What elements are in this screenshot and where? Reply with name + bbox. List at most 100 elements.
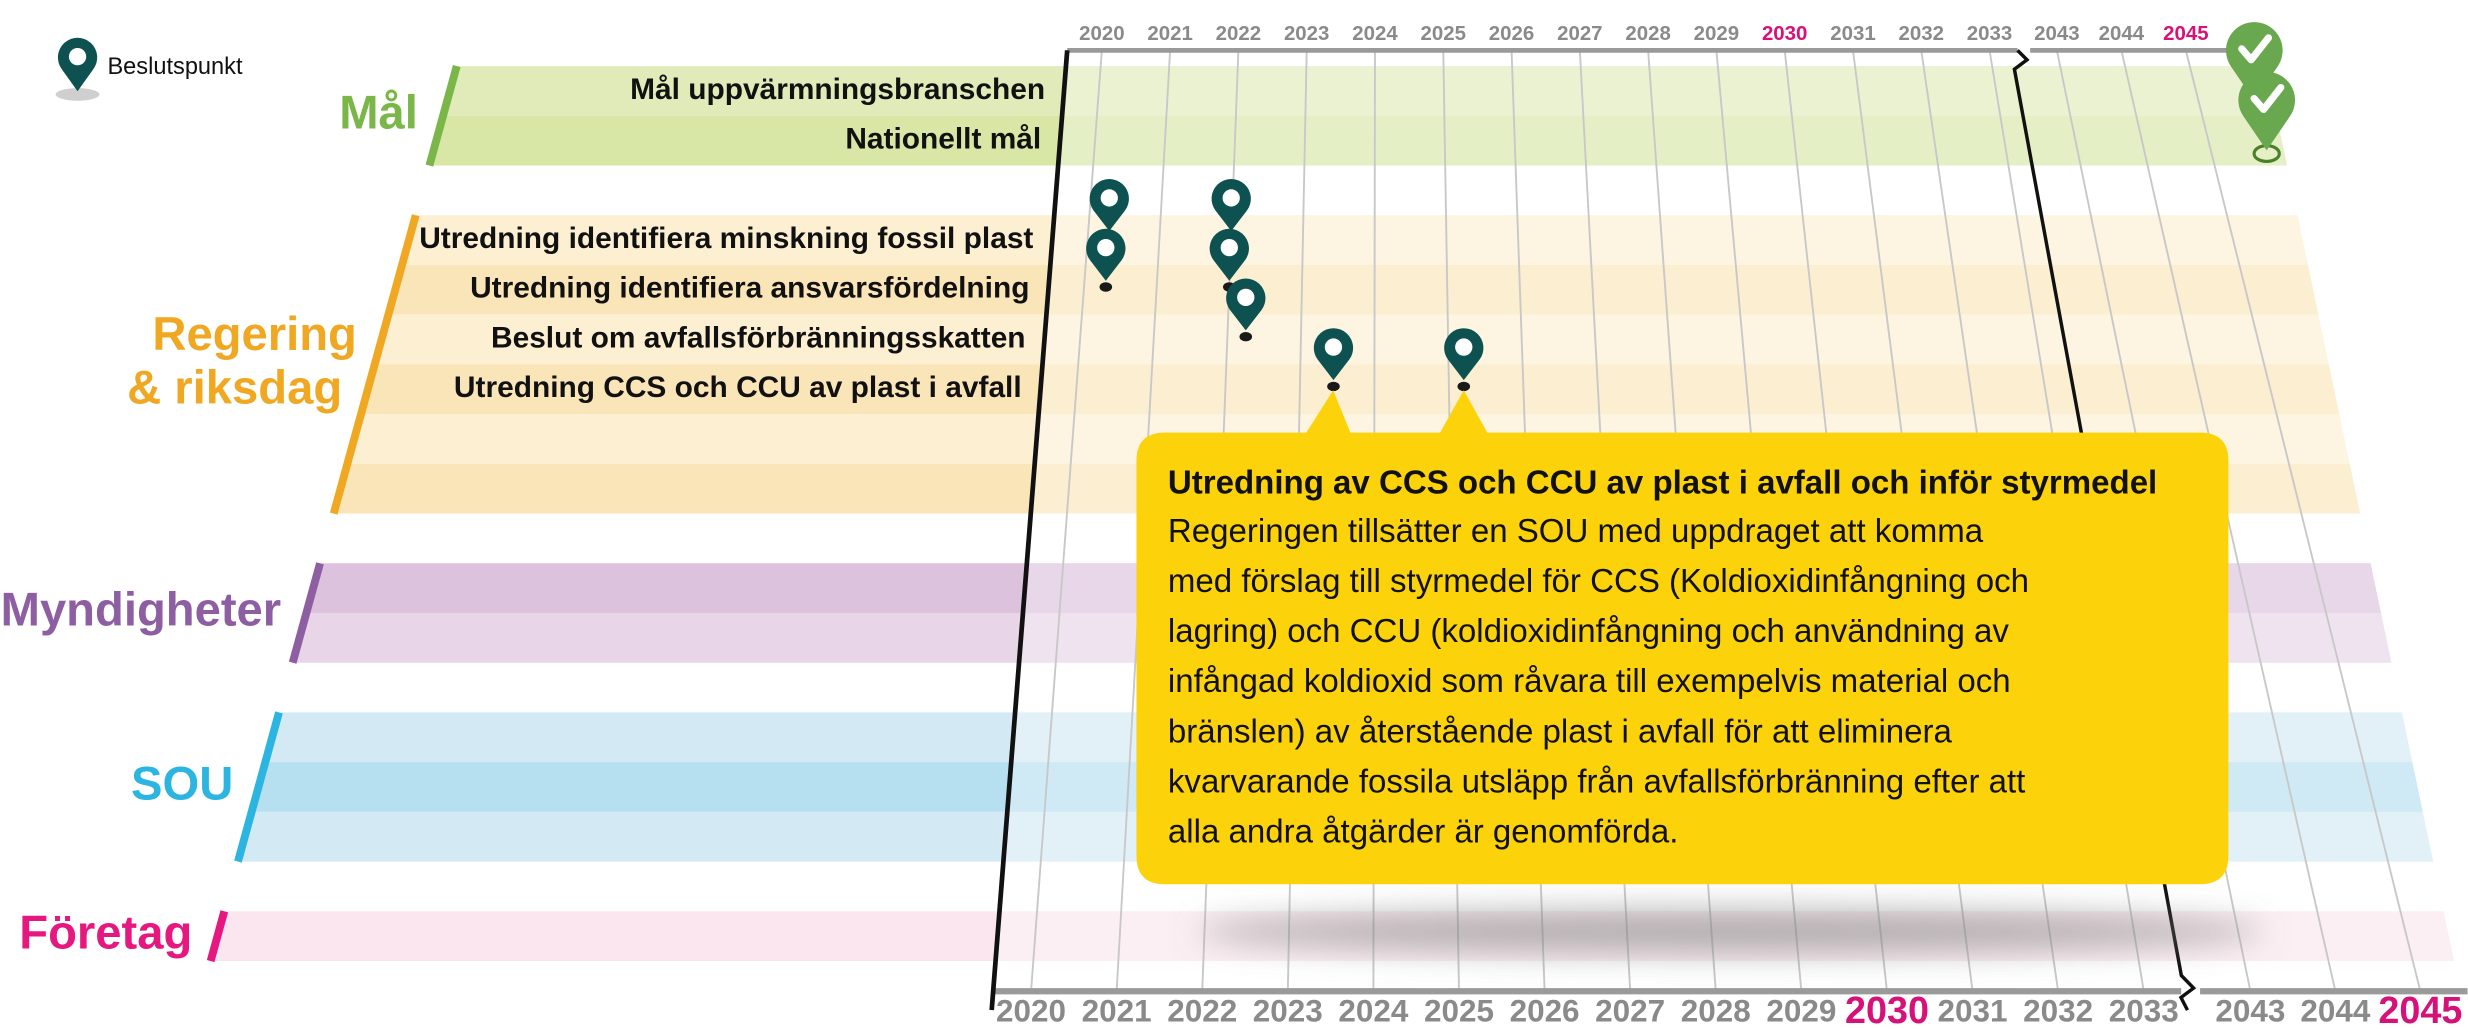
goal-check — [2250, 83, 2285, 114]
top-year-label: 2020 — [1079, 22, 1124, 45]
group-stroke — [206, 910, 229, 963]
marks — [1086, 22, 2296, 392]
row-band — [374, 314, 2329, 365]
bottom-year-label: 2043 — [2215, 994, 2285, 1029]
bottom-year-label: 2032 — [2023, 994, 2093, 1029]
top-year-label: 2021 — [1147, 22, 1192, 45]
pin-hole — [1100, 189, 1118, 207]
pin-shadow — [1099, 282, 1113, 292]
bottom-year-label: 2024 — [1338, 994, 1408, 1029]
row-label: Utredning identifiera ansvarsfördelning — [470, 272, 1029, 305]
tooltip-shadow — [1194, 909, 2265, 954]
tooltip-body-line: Regeringen tillsätter en SOU med uppdrag… — [1168, 513, 1984, 550]
row-band-timeline — [1058, 115, 2288, 166]
bottom-year-label: 2028 — [1681, 994, 1751, 1029]
top-year-label: 2043 — [2034, 22, 2079, 45]
top-year-label: 2032 — [1899, 22, 1944, 45]
bottom-year-label: 2044 — [2300, 994, 2370, 1029]
top-year-label: 2024 — [1352, 22, 1398, 45]
pin-hole — [1324, 338, 1343, 356]
group-label: Företag — [19, 907, 192, 960]
bottom-year-label: 2045 — [2378, 990, 2462, 1029]
group-stroke — [288, 562, 324, 664]
tooltip-body-line: lagring) och CCU (koldioxidinfångning oc… — [1168, 613, 2009, 650]
top-year-label: 2026 — [1489, 22, 1534, 45]
group-label: & riksdag — [127, 362, 342, 415]
pin-shadow — [1327, 381, 1340, 392]
row-band-timeline — [1062, 66, 2277, 116]
axis-break — [2012, 49, 2197, 1011]
bottom-year-label: 2029 — [1766, 994, 1836, 1029]
tooltip-body-line: kvarvarande fossila utsläpp från avfalls… — [1168, 763, 2025, 800]
labels: Mål Regering& riksdag Myndigheter SOU Företa… — [1, 65, 1045, 963]
tooltip-body-line: bränslen) av återstående plast i avfall … — [1168, 713, 1953, 750]
grid-line — [1030, 50, 1103, 992]
tooltip-body-line: infångad koldioxid som råvara till exemp… — [1168, 663, 2011, 700]
row-label: Utredning CCS och CCU av plast i avfall — [454, 371, 1022, 404]
legend-pin-shadow — [55, 88, 100, 101]
group-label: Myndigheter — [1, 583, 282, 636]
legend: Beslutspunkt — [55, 37, 243, 101]
tooltip-body-line: med förslag till styrmedel för CCS (Kold… — [1168, 563, 2029, 600]
pin-hole — [1097, 238, 1115, 257]
bottom-year-label: 2021 — [1082, 994, 1152, 1029]
bottom-year-label: 2031 — [1938, 994, 2008, 1029]
top-year-label: 2025 — [1421, 22, 1466, 45]
group-label: Mål — [339, 86, 418, 139]
top-year-label: 2022 — [1216, 22, 1261, 45]
top-year-label: 2023 — [1284, 22, 1329, 45]
axes: 2020 2021 2022 2023 2024 2025 2026 2027 2028 2029… — [989, 22, 2468, 1029]
top-year-label: 2033 — [1967, 22, 2012, 45]
bottom-year-label: 2020 — [996, 994, 1066, 1029]
top-year-label: 2045 — [2163, 22, 2208, 45]
bottom-year-label: 2025 — [1424, 994, 1494, 1029]
group-label: Regering — [152, 308, 357, 361]
legend-pin-hole — [68, 47, 87, 66]
pin-shadow — [1239, 331, 1253, 342]
top-year-label: 2030 — [1762, 22, 1807, 45]
bottom-year-label: 2022 — [1167, 994, 1237, 1029]
row-band-timeline — [1050, 215, 2308, 265]
row-label: Nationellt mål — [845, 123, 1041, 156]
bottom-year-label: 2033 — [2109, 994, 2179, 1029]
row-band-timeline — [1046, 264, 2319, 315]
group-stroke — [425, 65, 461, 167]
timeline-start — [989, 50, 1070, 1011]
pin-hole — [1455, 338, 1473, 356]
bottom-year-label: 2030 — [1845, 990, 1929, 1029]
top-year-label: 2027 — [1557, 22, 1602, 45]
row-label: Utredning identifiera minskning fossil p… — [419, 222, 1033, 255]
group-stroke — [329, 214, 420, 515]
grid-line — [2184, 50, 2422, 992]
row-label: Beslut om avfallsförbränningsskatten — [491, 321, 1026, 354]
row-band — [429, 115, 2288, 166]
legend-label: Beslutspunkt — [107, 54, 243, 80]
tooltip-title: Utredning av CCS och CCU av plast i avfa… — [1168, 464, 2157, 501]
pin-hole — [1237, 288, 1255, 307]
top-year-label: 2031 — [1830, 22, 1875, 45]
top-year-label: 2029 — [1694, 22, 1739, 45]
pin-shadow — [1457, 381, 1471, 392]
row-band — [388, 264, 2319, 315]
group-label: SOU — [131, 757, 233, 810]
bottom-year-label: 2026 — [1510, 994, 1580, 1029]
row-band — [361, 364, 2340, 415]
row-band-timeline — [1042, 314, 2329, 365]
row-band — [402, 215, 2308, 265]
bottom-year-label: 2023 — [1253, 994, 1323, 1029]
pin-hole — [1220, 238, 1238, 257]
bottom-year-label: 2027 — [1595, 994, 1665, 1029]
row-band-timeline — [1038, 364, 2340, 415]
tooltip: Utredning av CCS och CCU av plast i avfa… — [1136, 390, 2265, 954]
tooltip-box — [1136, 390, 2229, 885]
tooltip-body-line: alla andra åtgärder är genomförda. — [1168, 813, 1678, 850]
row-label: Mål uppvärmningsbranschen — [630, 73, 1045, 106]
group-stroke — [234, 711, 283, 863]
top-year-label: 2044 — [2099, 22, 2145, 45]
row-band — [443, 66, 2277, 116]
pin-hole — [1222, 189, 1240, 207]
goal-check — [2238, 34, 2273, 64]
top-year-label: 2028 — [1625, 22, 1670, 45]
